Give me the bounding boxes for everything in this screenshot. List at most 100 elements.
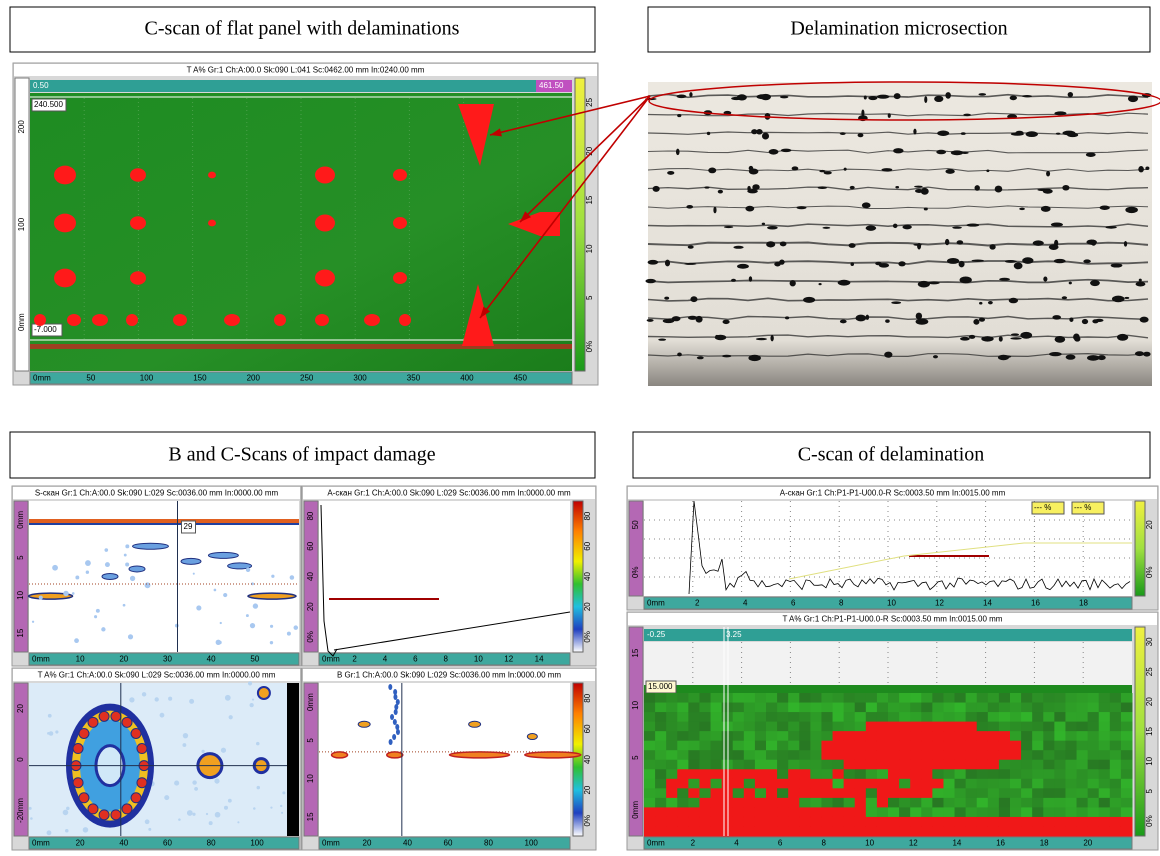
void bbox=[862, 202, 871, 208]
delamination-cell bbox=[999, 731, 1011, 741]
void bbox=[998, 355, 1009, 361]
scan-cell bbox=[655, 769, 667, 779]
scan-cell bbox=[833, 779, 845, 789]
scan-cell bbox=[1021, 731, 1033, 741]
scan-cell bbox=[977, 798, 989, 808]
scan-cell bbox=[1077, 731, 1089, 741]
void bbox=[1033, 240, 1044, 245]
scan-cell bbox=[1032, 788, 1044, 798]
damage bbox=[131, 728, 141, 738]
scan-cell bbox=[921, 798, 933, 808]
delamination-cell bbox=[699, 798, 711, 808]
delamination-cell bbox=[921, 731, 933, 741]
scan-cell bbox=[677, 703, 689, 713]
delamination bbox=[130, 216, 146, 230]
x-tick-label: 0mm bbox=[647, 599, 665, 608]
y-tick-label: 60 bbox=[306, 541, 315, 550]
scan-cell bbox=[755, 722, 767, 732]
scan-cell bbox=[1043, 807, 1055, 817]
speckle bbox=[164, 795, 169, 800]
void bbox=[957, 240, 964, 244]
damage bbox=[73, 778, 83, 788]
scan-cell bbox=[1088, 741, 1100, 751]
color-bar bbox=[575, 78, 585, 371]
delamination-cell bbox=[666, 826, 678, 836]
echo bbox=[396, 729, 400, 735]
scan-cell bbox=[1043, 722, 1055, 732]
void bbox=[844, 168, 847, 171]
void bbox=[937, 131, 949, 136]
x-tick-label: 20 bbox=[363, 839, 372, 848]
scan-cell bbox=[1054, 750, 1066, 760]
speckle bbox=[86, 570, 89, 573]
delamination-cell bbox=[910, 750, 922, 760]
x-tick-label: 80 bbox=[484, 839, 493, 848]
speckle bbox=[123, 604, 126, 607]
scan-cell bbox=[744, 731, 756, 741]
scan-cell bbox=[711, 703, 723, 713]
scan-cell bbox=[722, 741, 734, 751]
delamination-cell bbox=[777, 807, 789, 817]
scan-cell bbox=[644, 703, 656, 713]
void bbox=[1049, 352, 1062, 356]
delamination-cell bbox=[1054, 817, 1066, 827]
void bbox=[819, 170, 825, 172]
scan-cell bbox=[766, 750, 778, 760]
x-tick-label: 0mm bbox=[32, 839, 50, 848]
scale-bar bbox=[287, 683, 299, 836]
delamination-cell bbox=[988, 741, 1000, 751]
scan-cell bbox=[699, 760, 711, 770]
scan-cell bbox=[810, 703, 822, 713]
scan-cell bbox=[921, 807, 933, 817]
echo bbox=[469, 721, 481, 727]
delamination-cell bbox=[888, 769, 900, 779]
scan-cell bbox=[1065, 760, 1077, 770]
void bbox=[779, 259, 784, 264]
void bbox=[756, 338, 767, 340]
delamination-cell bbox=[866, 826, 878, 836]
y-tick-label: 200 bbox=[17, 120, 26, 134]
void bbox=[881, 168, 892, 171]
void bbox=[1105, 226, 1116, 229]
delamination-cell bbox=[810, 788, 822, 798]
delamination-cell bbox=[910, 741, 922, 751]
void bbox=[963, 114, 971, 116]
scan-cell bbox=[655, 760, 667, 770]
delamination-cell bbox=[977, 817, 989, 827]
color-tick-label: 5 bbox=[585, 295, 594, 300]
speckle bbox=[52, 565, 58, 571]
scan-cell bbox=[722, 750, 734, 760]
void bbox=[737, 94, 747, 100]
delamination-cell bbox=[799, 807, 811, 817]
delamination-cell bbox=[921, 769, 933, 779]
damage bbox=[137, 744, 147, 754]
void bbox=[752, 184, 759, 190]
scan-cell bbox=[644, 741, 656, 751]
void bbox=[924, 208, 928, 211]
cursor-bar bbox=[644, 629, 1132, 641]
scan-cell bbox=[777, 731, 789, 741]
scan-cell bbox=[1088, 750, 1100, 760]
scan-cell bbox=[1043, 712, 1055, 722]
scan-cell bbox=[733, 788, 745, 798]
scan-header-text: A-скан Gr:1 Ch:A:00.0 Sk:090 L:029 Sc:00… bbox=[327, 489, 571, 498]
speckle bbox=[155, 697, 159, 701]
speckle bbox=[256, 742, 260, 746]
delamination bbox=[54, 269, 76, 288]
delamination bbox=[130, 168, 146, 182]
delamination-cell bbox=[755, 769, 767, 779]
void bbox=[893, 148, 903, 153]
scan-cell bbox=[899, 779, 911, 789]
cursor-right: 461.50 bbox=[539, 81, 564, 90]
delamination-cell bbox=[1110, 817, 1122, 827]
delamination-cell bbox=[932, 741, 944, 751]
echo bbox=[393, 694, 397, 700]
echo bbox=[525, 752, 581, 758]
void bbox=[838, 280, 851, 286]
speckle bbox=[201, 750, 204, 753]
void bbox=[686, 205, 693, 209]
delamination-cell bbox=[833, 788, 845, 798]
void bbox=[1138, 166, 1144, 172]
delamination-cell bbox=[888, 826, 900, 836]
scan-cell bbox=[788, 750, 800, 760]
